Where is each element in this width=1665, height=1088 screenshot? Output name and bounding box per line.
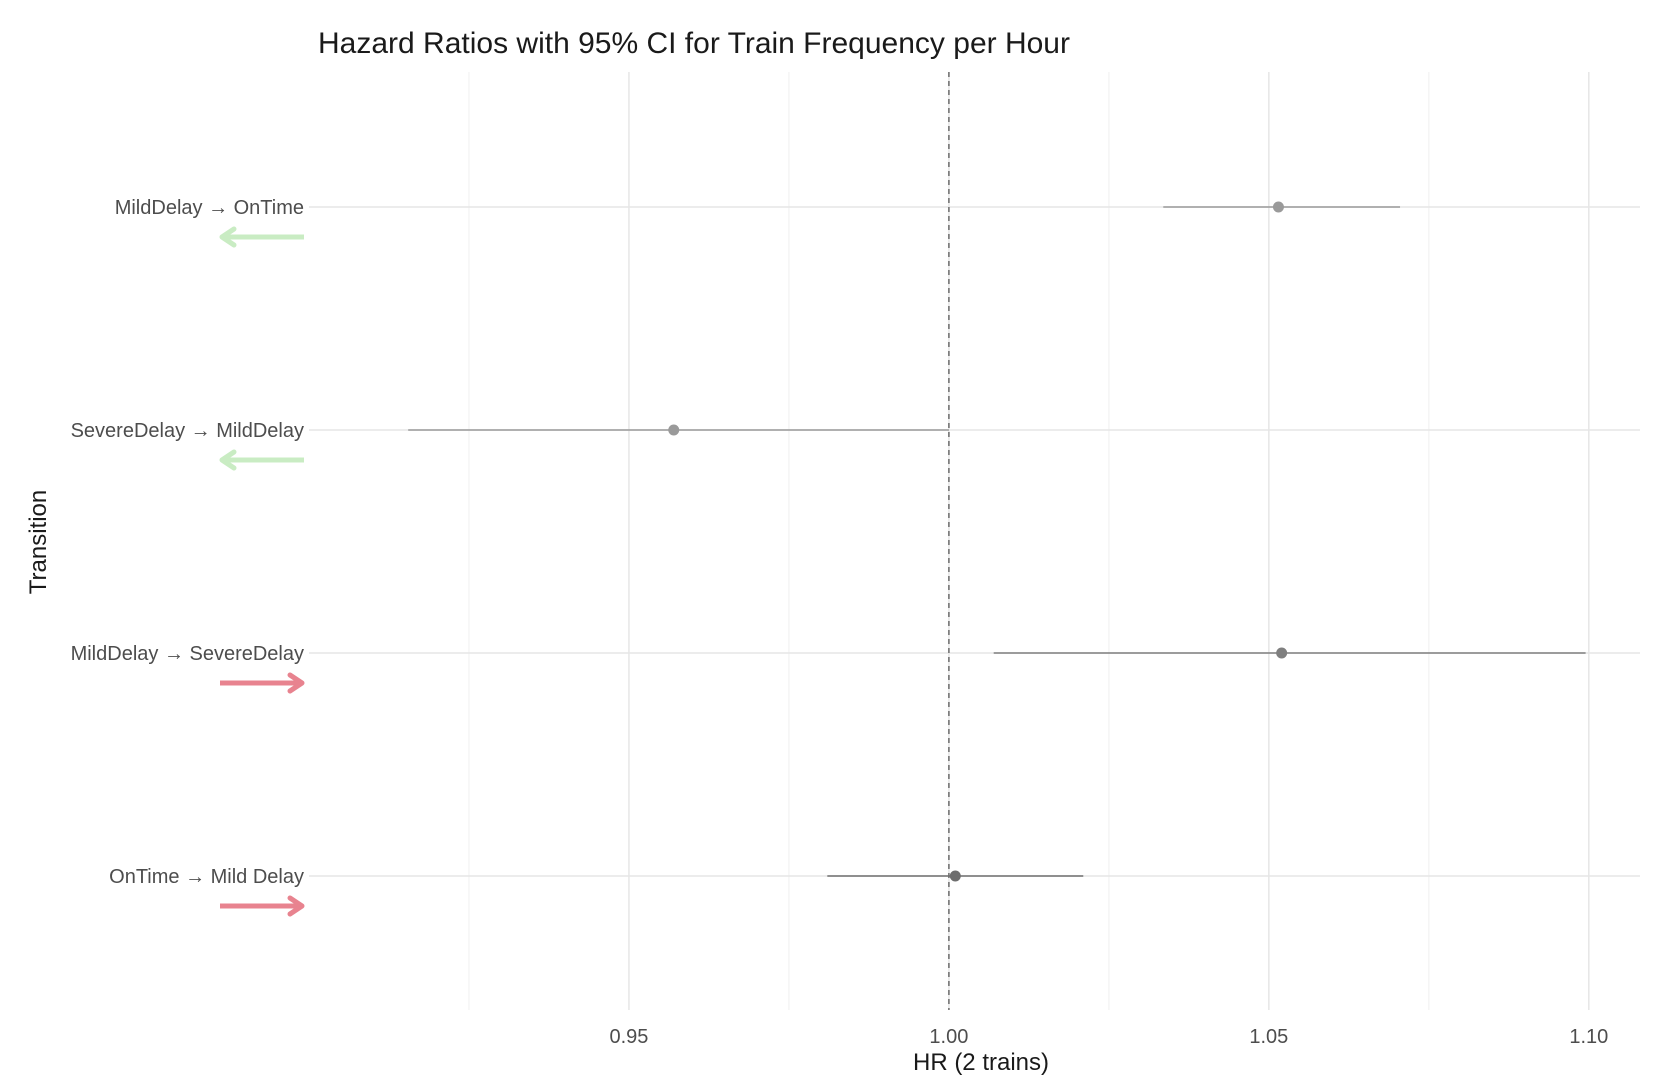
arrow-head-right [287,672,305,694]
y-axis-title: Transition [25,490,52,594]
label-layer: MildDelay → OnTime SevereDelay → MildDela… [71,197,304,888]
transition-label: SevereDelay → MildDelay [71,420,304,442]
grid-layer [309,72,1640,1010]
transition-label: OnTime → Mild Delay [109,866,304,888]
x-tick-label: 0.95 [609,1026,648,1048]
arrow-head-right [287,895,305,917]
point-layer [668,201,1288,882]
x-tick-label: 1.05 [1249,1026,1288,1048]
arrow-layer [219,226,305,917]
arrow-head-left [219,226,237,248]
hr-point [949,870,961,882]
transition-label: MildDelay → OnTime [115,197,304,219]
x-axis-title: HR (2 trains) [913,1049,1049,1076]
x-tick-label: 1.00 [929,1026,968,1048]
x-tick-label: 1.10 [1569,1026,1608,1048]
transition-label: MildDelay → SevereDelay [71,643,304,665]
tick-layer: 0.95 1.00 1.05 1.10 [609,1026,1608,1048]
hr-point [1276,647,1288,659]
hr-point [1272,201,1284,213]
hr-point [668,424,680,436]
arrow-head-left [219,449,237,471]
ci-layer [408,206,1586,877]
chart-title: Hazard Ratios with 95% CI for Train Freq… [318,27,1070,60]
